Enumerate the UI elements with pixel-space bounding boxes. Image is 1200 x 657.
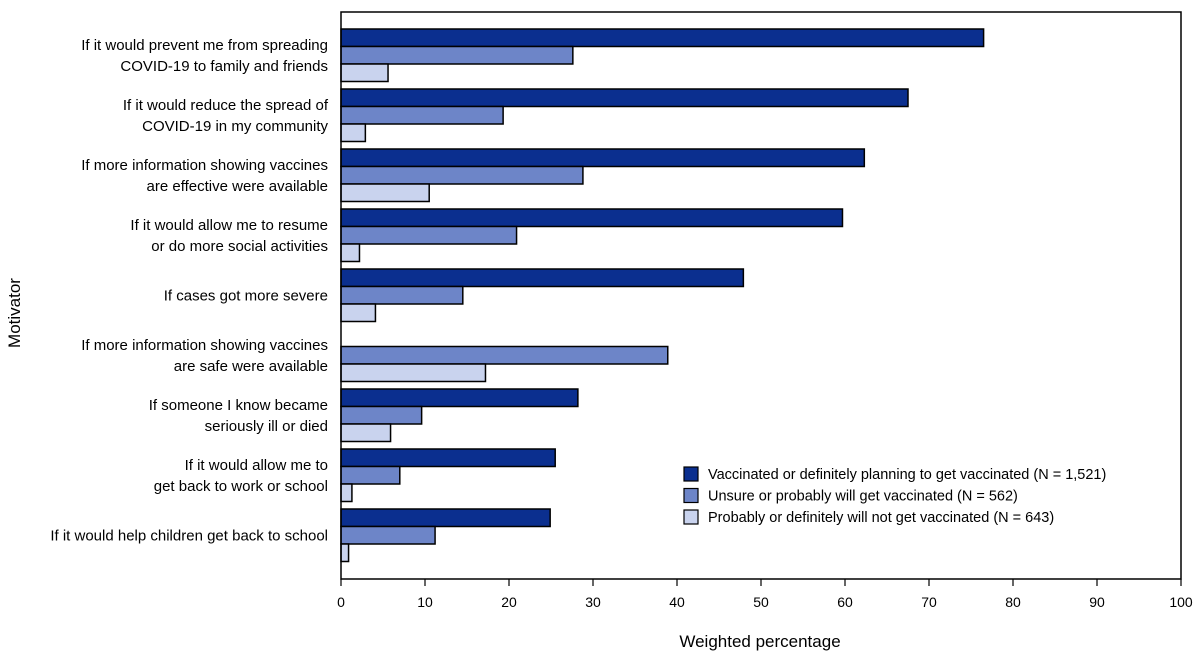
category-label-7-line-1: If someone I know became — [149, 397, 328, 414]
x-tick-label-40: 40 — [669, 594, 685, 610]
bar-4-series-3 — [340, 243, 361, 263]
bar-6-series-2 — [340, 345, 669, 365]
bar-8-series-2 — [340, 465, 401, 485]
bar-8-series-1 — [340, 448, 556, 468]
x-tick-label-20: 20 — [501, 594, 517, 610]
bar-9-series-2 — [340, 525, 436, 545]
category-label-6-line-1: If more information showing vaccines — [81, 337, 328, 354]
x-tick-label-100: 100 — [1169, 594, 1193, 610]
axes-layer: If it would prevent me from spreading COV… — [50, 11, 1193, 610]
bar-2-series-2 — [340, 105, 504, 125]
bar-2-series-1 — [340, 88, 909, 108]
bar-2-series-3 — [340, 123, 367, 143]
x-axis-title: Weighted percentage — [679, 632, 840, 651]
bar-7-series-3 — [340, 423, 392, 443]
bar-3-series-1 — [340, 148, 866, 168]
x-tick-label-80: 80 — [1005, 594, 1021, 610]
category-label-5: If cases got more severe — [164, 287, 328, 304]
x-tick-label-0: 0 — [337, 594, 345, 610]
category-label-3-line-2: are effective were available — [147, 178, 329, 195]
bar-5-series-1 — [340, 268, 745, 288]
category-label-1-line-2: COVID-19 to family and friends — [120, 58, 328, 75]
bar-7-series-1 — [340, 388, 579, 408]
bar-6-series-3 — [340, 363, 487, 383]
x-tick-label-10: 10 — [417, 594, 433, 610]
legend-label-3: Probably or definitely will not get vacc… — [708, 510, 1054, 526]
category-label-2-line-1: If it would reduce the spread of — [123, 97, 329, 114]
category-label-4-line-1: If it would allow me to resume — [130, 217, 328, 234]
category-label-4-line-2: or do more social activities — [151, 238, 328, 255]
category-label-8-line-2: get back to work or school — [154, 478, 328, 495]
category-label-8-line-1: If it would allow me to — [185, 457, 328, 474]
legend: Vaccinated or definitely planning to get… — [683, 466, 1106, 526]
legend-label-1: Vaccinated or definitely planning to get… — [708, 467, 1106, 483]
x-tick-label-50: 50 — [753, 594, 769, 610]
category-label-7-line-2: seriously ill or died — [205, 418, 328, 435]
bar-9-series-1 — [340, 508, 551, 528]
bar-4-series-1 — [340, 208, 844, 228]
category-label-2-line-2: COVID-19 in my community — [142, 118, 328, 135]
category-label-3-line-1: If more information showing vaccines — [81, 157, 328, 174]
bar-5-series-3 — [340, 303, 377, 323]
legend-swatch-3 — [683, 509, 699, 525]
bar-3-series-3 — [340, 183, 430, 203]
x-tick-label-60: 60 — [837, 594, 853, 610]
legend-swatch-1 — [683, 466, 699, 482]
bar-8-series-3 — [340, 483, 353, 503]
x-tick-label-70: 70 — [921, 594, 937, 610]
y-axis-title: Motivator — [5, 278, 24, 348]
bar-9-series-3 — [340, 543, 350, 563]
bar-4-series-2 — [340, 225, 518, 245]
category-label-1-line-1: If it would prevent me from spreading — [81, 37, 328, 54]
bar-1-series-3 — [340, 63, 389, 83]
bar-3-series-2 — [340, 165, 584, 185]
category-label-9: If it would help children get back to sc… — [50, 527, 328, 544]
legend-label-2: Unsure or probably will get vaccinated (… — [708, 489, 1018, 505]
bar-1-series-2 — [340, 45, 574, 65]
legend-swatch-2 — [683, 487, 699, 504]
x-tick-label-90: 90 — [1089, 594, 1105, 610]
x-tick-label-30: 30 — [585, 594, 601, 610]
bar-1-series-1 — [340, 28, 985, 48]
category-label-6-line-2: are safe were available — [174, 358, 328, 375]
bar-7-series-2 — [340, 405, 423, 425]
bar-5-series-2 — [340, 285, 464, 305]
